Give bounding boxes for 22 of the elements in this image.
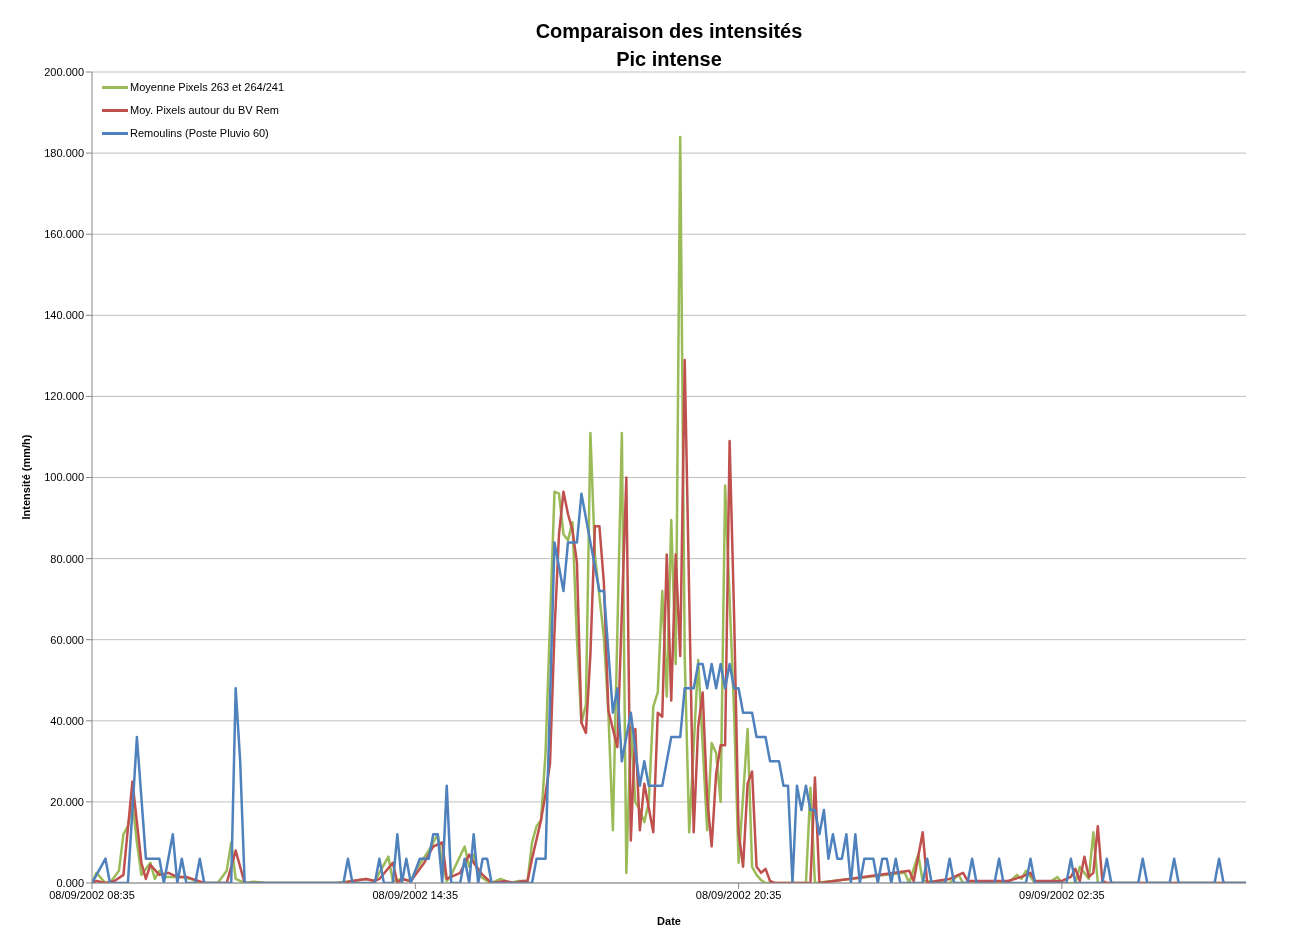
y-tick-label: 0.000	[56, 876, 84, 889]
y-tick-label: 140.000	[44, 309, 84, 322]
x-tick-label: 08/09/2002 20:35	[695, 888, 782, 901]
y-tick-label: 160.000	[44, 228, 84, 241]
legend-label: Moy. Pixels autour du BV Rem	[130, 103, 279, 118]
legend-label: Moyenne Pixels 263 et 264/241	[130, 80, 285, 95]
chart-subtitle: Pic intense	[615, 48, 723, 71]
y-tick-label: 40.000	[50, 714, 84, 727]
x-tick-label: 09/09/2002 02:35	[1019, 888, 1105, 901]
y-tick-label: 180.000	[44, 147, 84, 160]
y-tick-label: 200.000	[44, 65, 84, 78]
x-axis-title: Date	[656, 915, 682, 927]
x-tick-label: 08/09/2002 08:35	[49, 888, 135, 901]
x-tick-label: 08/09/2002 14:35	[372, 888, 459, 901]
legend-label: Remoulins (Poste Pluvio 60)	[130, 126, 269, 141]
y-axis-title: Intensité (mm/h)	[20, 434, 32, 520]
y-tick-label: 80.000	[50, 552, 84, 565]
chart-title: Comparaison des intensités	[534, 20, 804, 43]
y-tick-label: 20.000	[50, 795, 84, 808]
y-tick-label: 120.000	[44, 390, 84, 403]
y-tick-label: 60.000	[50, 633, 84, 646]
y-tick-label: 100.000	[44, 471, 84, 484]
